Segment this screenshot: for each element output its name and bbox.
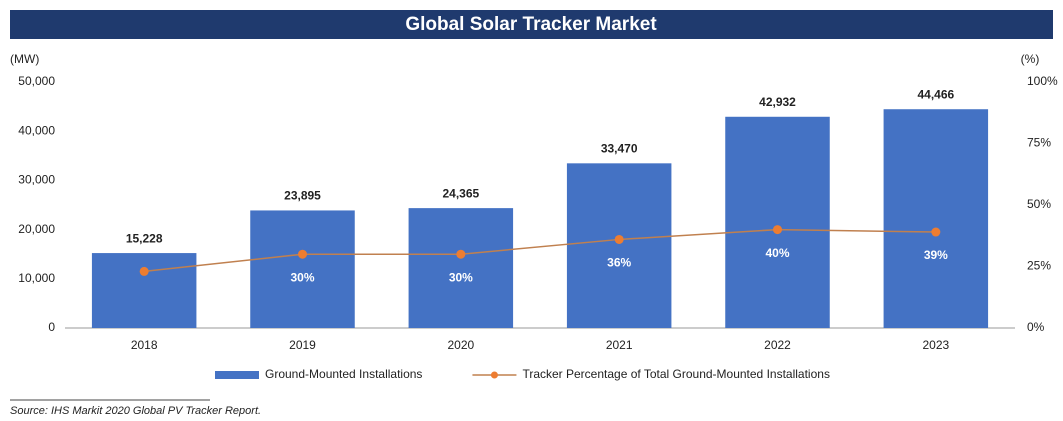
y2-axis-label: (%) — [1021, 52, 1040, 66]
y2-tick-label: 75% — [1027, 136, 1051, 150]
x-tick-label: 2021 — [606, 338, 633, 352]
line-marker — [298, 249, 307, 259]
y-tick-label: 50,000 — [18, 74, 55, 88]
line-value-label: 30% — [449, 270, 473, 284]
y-tick-label: 40,000 — [18, 123, 55, 137]
bar-value-label: 44,466 — [917, 87, 954, 101]
line — [144, 228, 936, 273]
bar-value-label: 23,895 — [284, 189, 321, 203]
y-tick-label: 30,000 — [18, 173, 55, 187]
source: Source: IHS Markit 2020 Global PV Tracke… — [10, 405, 261, 417]
line-value-label: 30% — [290, 270, 314, 284]
line-value-label: 39% — [924, 248, 948, 262]
x-tick-label: 2019 — [289, 338, 316, 352]
y-axis-label: (MW) — [10, 52, 39, 66]
line-marker — [456, 249, 466, 259]
x-tick-label: 2018 — [131, 338, 158, 352]
bar-value-label: 24,365 — [442, 186, 479, 200]
x-tick-label: 2020 — [447, 338, 474, 352]
legend-swatch — [215, 371, 259, 379]
legend-marker — [490, 371, 498, 379]
y-tick-label: 0 — [48, 320, 55, 334]
bar — [883, 109, 989, 328]
bar-value-label: 33,470 — [601, 141, 638, 155]
title-banner — [10, 10, 1053, 39]
bar — [250, 210, 355, 328]
bar — [566, 163, 672, 328]
bar-value-label: 15,228 — [126, 231, 163, 245]
y-tick-label: 10,000 — [18, 271, 55, 285]
line-value-label: 23% — [132, 242, 156, 256]
bar — [408, 208, 514, 328]
bar — [91, 253, 197, 328]
line-marker — [931, 227, 941, 237]
bar — [725, 116, 830, 328]
y2-tick-label: 0% — [1027, 320, 1045, 334]
chart-title: Global Solar Tracker Market — [405, 14, 657, 35]
line-value-label: 40% — [765, 246, 789, 260]
bar-value-label: 42,932 — [759, 95, 796, 109]
line-marker — [773, 225, 782, 235]
y2-tick-label: 100% — [1027, 74, 1058, 88]
legend-label: Tracker Percentage of Total Ground-Mount… — [522, 367, 830, 381]
x-tick-label: 2023 — [922, 338, 949, 352]
line-marker — [614, 234, 624, 244]
line-value-label: 36% — [607, 256, 631, 270]
y2-tick-label: 50% — [1027, 197, 1051, 211]
legend-label: Ground-Mounted Installations — [265, 367, 422, 381]
y2-tick-label: 25% — [1027, 259, 1051, 273]
line-marker — [139, 266, 149, 276]
x-tick-label: 2022 — [764, 338, 791, 352]
y-tick-label: 20,000 — [18, 222, 55, 236]
